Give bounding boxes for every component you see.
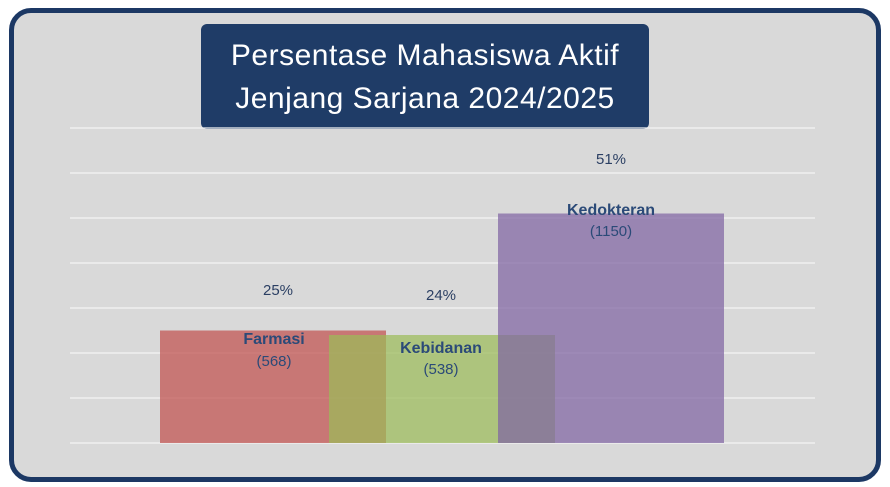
chart-title-line-1: Persentase Mahasiswa Aktif [230,38,620,72]
category-label-farmasi: Farmasi [243,331,304,348]
value-label-farmasi: 25% [263,282,293,299]
bar-kedokteran [498,213,724,443]
count-label-farmasi: (568) [256,353,291,370]
category-label-kedokteran: Kedokteran [567,202,655,219]
count-label-kedokteran: (1150) [590,223,632,240]
value-label-kebidanan: 24% [426,287,456,304]
chart-title: Persentase Mahasiswa Aktif Jenjang Sarja… [201,24,649,129]
value-label-kedokteran: 51% [596,151,626,168]
chart-title-line-2: Jenjang Sarjana 2024/2025 [235,81,615,115]
category-label-kebidanan: Kebidanan [400,340,482,357]
count-label-kebidanan: (538) [423,361,458,378]
